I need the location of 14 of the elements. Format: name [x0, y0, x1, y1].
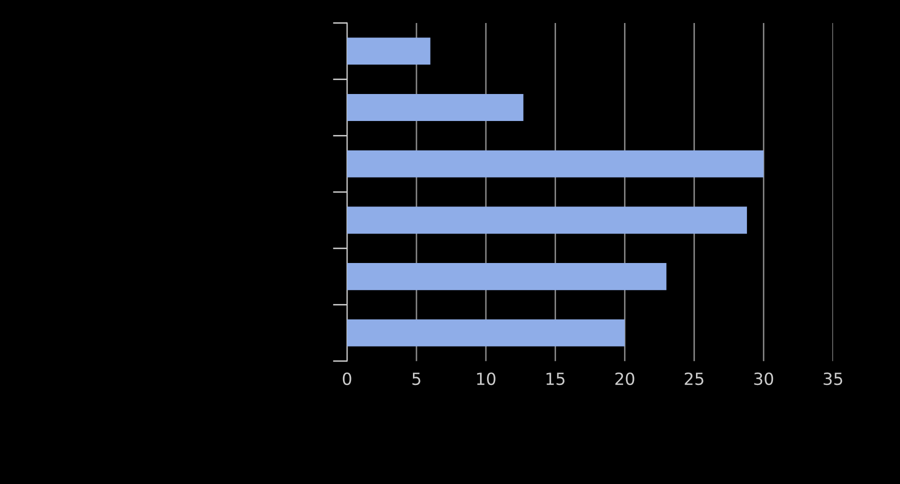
x-tick-label: 0: [342, 372, 352, 386]
x-tick-label: 30: [754, 372, 774, 386]
x-tick-label: 5: [412, 372, 420, 386]
x-tick-label: 15: [546, 372, 564, 386]
bar: [347, 94, 524, 122]
x-tick-label: 25: [684, 372, 704, 386]
bar: [347, 263, 666, 290]
bar: [347, 150, 764, 178]
x-tick-label: 20: [615, 372, 634, 386]
x-tick-label: 35: [824, 372, 842, 386]
x-tick-label: 10: [477, 372, 496, 386]
bar: [347, 206, 747, 234]
bar: [347, 319, 625, 346]
bar: [347, 38, 430, 65]
